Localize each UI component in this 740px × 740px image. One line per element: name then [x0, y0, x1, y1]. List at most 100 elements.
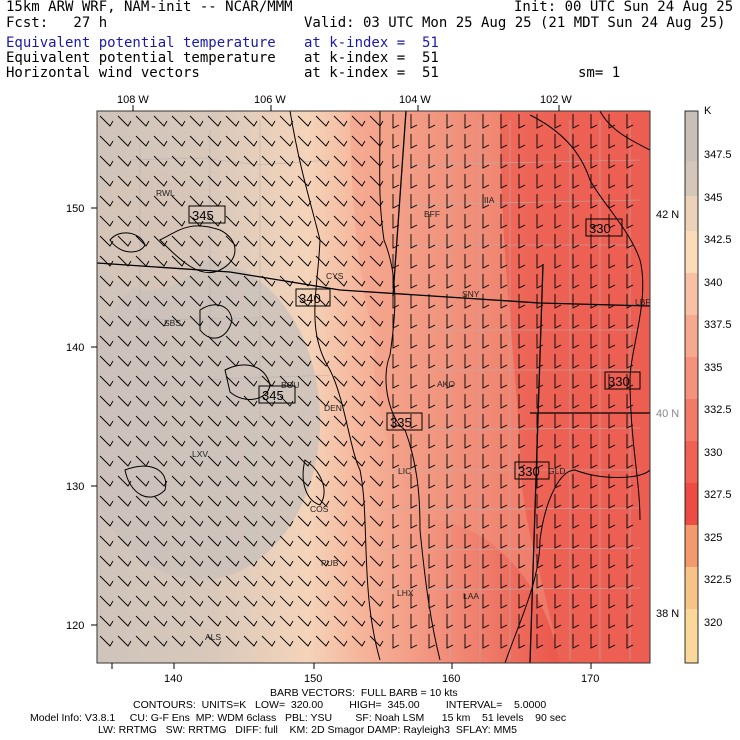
wind-barb [446, 274, 454, 289]
wind-barb [369, 475, 384, 487]
wind-barb [153, 475, 168, 487]
wind-barb [171, 355, 186, 367]
wind-barb [99, 395, 114, 407]
wind-barb [297, 155, 312, 167]
wind-barb [171, 615, 186, 627]
wind-barb [572, 134, 580, 149]
wind-barb [446, 594, 454, 609]
wind-barb [207, 415, 222, 427]
wind-barb [297, 175, 312, 187]
wind-barb [392, 394, 400, 409]
grid-y-140: 140 [66, 342, 84, 354]
wind-barb [626, 354, 634, 369]
wind-barb [626, 374, 634, 389]
grid-x-170: 170 [581, 673, 599, 685]
wind-barb [392, 314, 400, 329]
wind-barb [590, 374, 598, 389]
wind-barb [135, 555, 150, 567]
wind-barb [351, 195, 366, 207]
wind-barb [410, 334, 418, 349]
wind-barb [171, 575, 186, 587]
wind-barb [261, 335, 276, 347]
wind-barb [153, 215, 168, 227]
contour-label-330-b: 330 [604, 371, 641, 390]
wind-barb [207, 275, 222, 287]
wind-barb [171, 255, 186, 267]
wind-barb [207, 335, 222, 347]
wind-barb [117, 275, 132, 287]
wind-barb [279, 515, 294, 527]
wind-barb [243, 455, 258, 467]
wind-barb [333, 355, 348, 367]
wind-barb [369, 415, 384, 427]
wind-barb [464, 494, 472, 509]
lat-label-42n: 42 N [656, 209, 679, 221]
wind-barb [117, 235, 132, 247]
wind-barb [410, 214, 418, 229]
wind-barb [500, 414, 508, 429]
wind-barb [572, 454, 580, 469]
wind-barb [369, 515, 384, 527]
wind-barb [482, 574, 490, 589]
wind-barb [99, 535, 114, 547]
wind-barb [153, 555, 168, 567]
wind-barb [135, 495, 150, 507]
colorbar-label-320: 320 [704, 617, 722, 629]
wind-barb [333, 255, 348, 267]
wind-barb [333, 235, 348, 247]
wind-barb [590, 494, 598, 509]
wind-barb [572, 334, 580, 349]
wind-barb [410, 434, 418, 449]
model-title: 15km ARW WRF, NAM-init -- NCAR/MMM [6, 0, 293, 15]
wind-barb [135, 375, 150, 387]
wind-barb [464, 574, 472, 589]
wind-barb [608, 614, 616, 629]
wind-barb [279, 175, 294, 187]
wind-barb [225, 575, 240, 587]
wind-barb [608, 534, 616, 549]
wind-barb [608, 494, 616, 509]
wind-barb [482, 514, 490, 529]
wind-barb [117, 555, 132, 567]
wind-barb [590, 354, 598, 369]
wind-barb [500, 254, 508, 269]
wind-barb [392, 294, 400, 309]
wind-barb [135, 335, 150, 347]
wind-barb [626, 394, 634, 409]
wind-barb [333, 555, 348, 567]
wind-barb [225, 495, 240, 507]
wind-barb [608, 174, 616, 189]
wind-barb [554, 274, 562, 289]
wind-barb [464, 454, 472, 469]
wind-barb [428, 274, 436, 289]
wind-barb [482, 294, 490, 309]
wind-barb [243, 155, 258, 167]
wind-barb [117, 315, 132, 327]
wind-barb [572, 434, 580, 449]
colorbar-swatch-6 [685, 315, 698, 357]
wind-barb [189, 135, 204, 147]
wind-barb [369, 335, 384, 347]
wind-barb [428, 154, 436, 169]
wind-barb [446, 134, 454, 149]
wind-barb [626, 454, 634, 469]
wind-barb [410, 234, 418, 249]
wind-barb [500, 354, 508, 369]
wind-barb [189, 235, 204, 247]
wind-barb [554, 134, 562, 149]
wind-barb [153, 575, 168, 587]
wind-barb [464, 234, 472, 249]
wind-barb [261, 615, 276, 627]
wind-barb [464, 634, 472, 649]
wind-barb [243, 595, 258, 607]
field-name-1: Equivalent potential temperature [6, 35, 276, 51]
wind-barb [117, 435, 132, 447]
wind-barb [153, 595, 168, 607]
wind-barb [351, 135, 366, 147]
wind-barb [482, 594, 490, 609]
wind-barb [261, 555, 276, 567]
wind-barb [351, 275, 366, 287]
wind-barb [225, 515, 240, 527]
wind-barb [518, 114, 526, 129]
wind-barb [608, 354, 616, 369]
